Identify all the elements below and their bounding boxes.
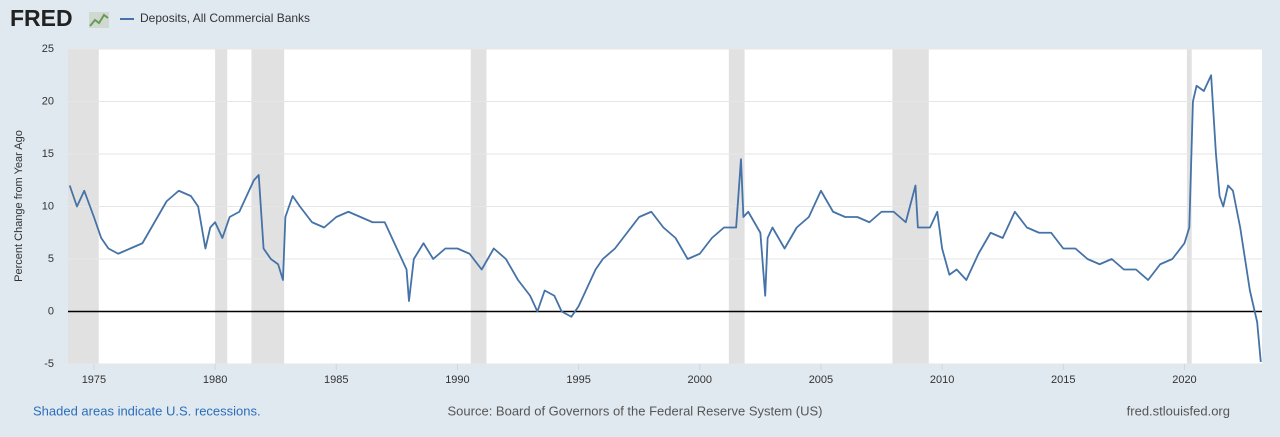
source: Source: Board of Governors of the Federa… [448, 403, 823, 418]
y-tick-label: 15 [42, 148, 54, 160]
x-tick-label: 1985 [324, 374, 348, 386]
y-tick-label: 25 [42, 43, 54, 55]
logo[interactable]: FRED [10, 5, 73, 31]
plot-layer: -5 0 5 10 15 20 25 1975 1980 1985 1990 1995 2000 2005… [42, 43, 1262, 386]
x-tick-label: 2015 [1051, 374, 1075, 386]
series-line [68, 74, 1262, 362]
legend-label[interactable]: Deposits, All Commercial Banks [140, 11, 310, 25]
footer-note: Shaded areas indicate U.S. recessions. [33, 403, 261, 418]
x-tick-label: 1990 [445, 374, 469, 386]
x-tick-label: 1980 [203, 374, 227, 386]
x-tick-label: 1995 [566, 374, 590, 386]
y-tick-label: -5 [44, 358, 54, 370]
x-tick-label: 2000 [688, 374, 712, 386]
x-tick-label: 2010 [930, 374, 954, 386]
logo-icon [89, 12, 109, 28]
y-tick-label: 20 [42, 95, 54, 107]
y-axis-label: Percent Change from Year Ago [13, 130, 25, 282]
x-tick-label: 2005 [809, 374, 833, 386]
y-tick-label: 10 [42, 200, 54, 212]
y-tick-label: 5 [48, 253, 54, 265]
y-tick-label: 0 [48, 305, 54, 317]
x-tick-label: 1975 [82, 374, 106, 386]
x-tick-label: 2020 [1172, 374, 1196, 386]
site-link[interactable]: fred.stlouisfed.org [1127, 403, 1230, 418]
